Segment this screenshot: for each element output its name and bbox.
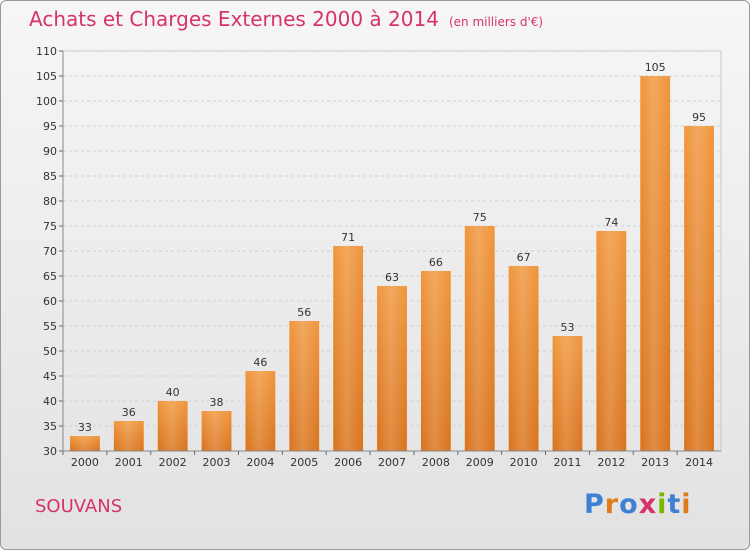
x-tick-label: 2000 [71, 456, 99, 469]
y-tick-label: 90 [43, 145, 57, 158]
bar-highlight [552, 336, 583, 451]
y-tick-label: 45 [43, 370, 57, 383]
bar-highlight [640, 76, 671, 451]
bar-value-label: 40 [166, 386, 180, 399]
bar-value-label: 105 [645, 61, 666, 74]
bar-highlight [596, 231, 627, 451]
y-tick-label: 95 [43, 120, 57, 133]
y-tick-label: 75 [43, 220, 57, 233]
bar-highlight [333, 246, 364, 451]
y-tick-label: 40 [43, 395, 57, 408]
logo-letter: x [638, 489, 658, 520]
bar-value-label: 71 [341, 231, 355, 244]
bar-value-label: 95 [692, 111, 706, 124]
bar-value-label: 63 [385, 271, 399, 284]
y-tick-label: 100 [36, 95, 57, 108]
y-tick-label: 60 [43, 295, 57, 308]
bar-value-label: 67 [517, 251, 531, 264]
bars: 33 36 40 38 46 56 71 63 66 75 67 53 74 105 95 [70, 61, 714, 451]
bar-value-label: 75 [473, 211, 487, 224]
y-tick-label: 30 [43, 445, 57, 458]
x-tick-label: 2014 [685, 456, 713, 469]
y-tick-label: 55 [43, 320, 57, 333]
bar-value-label: 74 [604, 216, 618, 229]
y-tick-label: 105 [36, 70, 57, 83]
x-tick-label: 2012 [597, 456, 625, 469]
proxiti-logo: Proxiti [584, 489, 692, 520]
chart-title: Achats et Charges Externes 2000 à 2014 (e… [29, 7, 543, 31]
bar-value-label: 36 [122, 406, 136, 419]
bar-highlight [201, 411, 232, 451]
x-tick-label: 2009 [466, 456, 494, 469]
x-tick-label: 2001 [115, 456, 143, 469]
chart-title-text: Achats et Charges Externes 2000 à 2014 [29, 7, 439, 31]
y-tick-label: 85 [43, 170, 57, 183]
x-tick-label: 2007 [378, 456, 406, 469]
x-tick-label: 2008 [422, 456, 450, 469]
y-tick-label: 110 [36, 45, 57, 58]
chart-unit: (en milliers d'€) [448, 15, 544, 29]
bar-highlight [289, 321, 320, 451]
bar-highlight [245, 371, 276, 451]
bar-value-label: 56 [297, 306, 311, 319]
logo-letter: r [604, 489, 620, 520]
y-tick-label: 50 [43, 345, 57, 358]
logo-letter: i [657, 489, 668, 520]
bar-highlight [113, 421, 144, 451]
logo-letter: i [681, 489, 692, 520]
bar-highlight [377, 286, 407, 451]
y-tick-label: 35 [43, 420, 57, 433]
bar-highlight [420, 271, 451, 451]
bar-value-label: 66 [429, 256, 443, 269]
commune-name: SOUVANS [35, 496, 123, 517]
y-tick-label: 65 [43, 270, 57, 283]
x-tick-label: 2010 [510, 456, 538, 469]
x-tick-label: 2002 [159, 456, 187, 469]
x-tick-label: 2011 [553, 456, 581, 469]
logo-letter: P [584, 489, 605, 520]
bar-value-label: 53 [560, 321, 574, 334]
y-tick-label: 70 [43, 245, 57, 258]
x-tick-label: 2005 [290, 456, 318, 469]
logo-letter: t [667, 489, 682, 520]
y-tick-label: 80 [43, 195, 57, 208]
logo-letter: o [619, 489, 639, 520]
y-axis: 30 35 40 45 50 55 60 65 70 75 80 85 90 95 100 105 110 [36, 45, 64, 458]
bar-highlight [157, 401, 188, 451]
x-tick-label: 2004 [246, 456, 274, 469]
bar-highlight [464, 226, 495, 451]
x-tick-label: 2013 [641, 456, 669, 469]
x-tick-label: 2006 [334, 456, 362, 469]
bar-highlight [70, 436, 100, 451]
bar-value-label: 46 [253, 356, 267, 369]
x-axis: 2000 2001 2002 2003 2004 2005 2006 2007 2008 2009… [62, 450, 721, 469]
bar-highlight [684, 126, 714, 451]
bar-value-label: 38 [210, 396, 224, 409]
x-tick-label: 2003 [203, 456, 231, 469]
bar-highlight [508, 266, 539, 451]
bar-value-label: 33 [78, 421, 92, 434]
